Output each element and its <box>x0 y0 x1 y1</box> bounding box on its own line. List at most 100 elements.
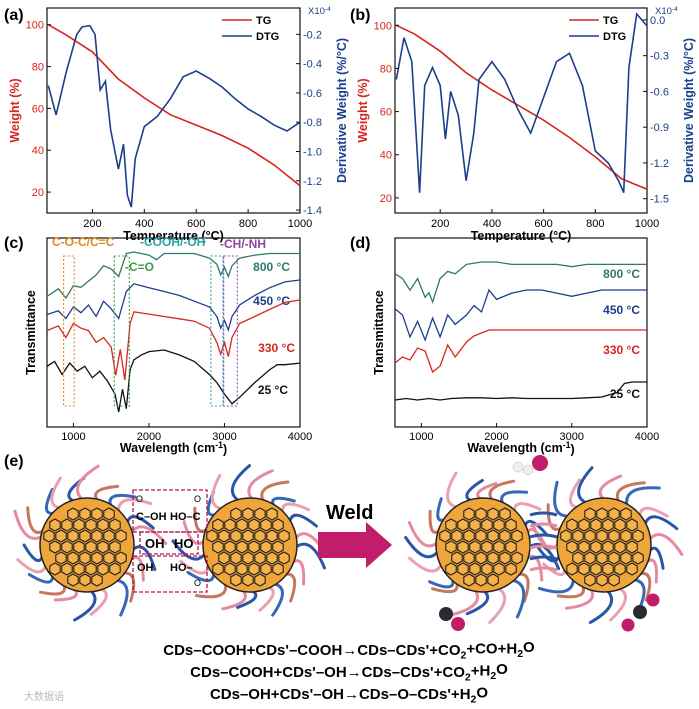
hex-cell <box>578 540 590 554</box>
y-axis-label: Transmittance <box>372 290 386 375</box>
hex-cell <box>230 507 242 521</box>
hex-cell <box>49 518 61 532</box>
hex-cell <box>457 562 469 576</box>
ligand-chain <box>288 513 318 528</box>
group-label-ho: HO <box>174 536 194 551</box>
hex-cell <box>602 540 614 554</box>
annotation-chnh: -CH/-NH <box>220 237 266 251</box>
hex-cell <box>272 540 284 554</box>
ligand-chain <box>27 573 55 584</box>
plot-frame <box>394 237 648 428</box>
hex-cell <box>236 562 248 576</box>
ligand-chain <box>404 536 439 559</box>
hex-cell <box>572 529 584 543</box>
welded-link <box>529 511 558 517</box>
ligand-chain <box>476 481 498 501</box>
ligand-chain <box>625 486 661 507</box>
ligand-chain <box>26 506 45 534</box>
y2-tick-label: 0.0 <box>650 15 665 27</box>
x-tick-label: 600 <box>187 218 205 230</box>
ligand-chain <box>588 589 613 624</box>
schematic-panel-e: O O C–OH HO–C OH HO OH HO– O Weld CDs–CO… <box>13 455 684 706</box>
x-tick-label: 2000 <box>137 431 161 443</box>
ligand-chain <box>39 583 67 596</box>
ligand-chain <box>116 498 153 513</box>
hex-cell <box>55 551 67 565</box>
ligand-chain <box>648 533 684 556</box>
ligand-chain <box>182 520 206 546</box>
y-tick-label: 100 <box>374 20 392 32</box>
hex-cell <box>487 507 499 521</box>
group-label-ho-c: HO–C <box>170 511 201 523</box>
hex-cell <box>103 529 115 543</box>
chart-d: 800 °C 450 °C 330 °C 25 °C 1000 2000 3000 4000 W… <box>372 237 659 457</box>
y2-axis-label: Derivative Weight (%/°C) <box>335 38 349 183</box>
ligand-chain <box>271 582 284 617</box>
y2-tick-label: -0.4 <box>303 59 322 71</box>
group-label-ho-2: HO– <box>170 562 193 574</box>
hex-cell <box>463 551 475 565</box>
group-label-oh-2: OH <box>137 562 154 574</box>
hex-cell <box>272 562 284 576</box>
hex-cell <box>236 518 248 532</box>
hex-cell <box>230 573 242 587</box>
hex-cell <box>248 540 260 554</box>
ligand-chain <box>121 571 136 603</box>
plot-frame <box>46 237 301 428</box>
hex-cell <box>61 540 73 554</box>
hex-cell <box>566 518 578 532</box>
ligand-chain <box>446 471 459 509</box>
hex-cell <box>242 551 254 565</box>
x-tick-label: 400 <box>135 218 153 230</box>
hex-cell <box>584 507 596 521</box>
hex-cell <box>73 562 85 576</box>
hex-cell <box>254 551 266 565</box>
hex-cell <box>463 573 475 587</box>
hex-cell <box>248 518 260 532</box>
ligand-chain <box>194 582 228 599</box>
weld-arrow <box>318 522 392 568</box>
ligand-chain <box>210 474 224 511</box>
ligand-chain <box>280 502 311 514</box>
group-mark-2: O <box>194 494 201 504</box>
hex-cell <box>206 529 218 543</box>
carbon-dot-1 <box>13 464 168 622</box>
series-line-450c <box>46 279 301 333</box>
ligand-chain <box>179 559 211 575</box>
annotation-co: -C=O <box>125 260 154 274</box>
ligand-chain <box>568 478 582 509</box>
hex-cell <box>608 529 620 543</box>
series-label-330c: 330 °C <box>258 341 295 355</box>
y-axis-label: Transmittance <box>24 290 38 375</box>
y2-tick-label: -1.0 <box>303 147 322 159</box>
legend-label-tg: TG <box>603 15 618 27</box>
x-tick-label: 800 <box>586 218 604 230</box>
hex-cell <box>626 562 638 576</box>
ligand-chain <box>436 497 447 522</box>
co2-molecule <box>621 593 660 632</box>
hex-cell <box>109 540 121 554</box>
group-label-c-oh: C–OH <box>136 511 167 523</box>
y-tick-label: 20 <box>380 193 392 205</box>
ligand-chain <box>428 578 455 589</box>
series-label-330c: 330 °C <box>603 343 640 357</box>
hex-cell <box>224 518 236 532</box>
y-axis-label: Weight (%) <box>8 78 22 142</box>
ligand-chain <box>129 525 168 545</box>
y2-tick-label: -0.6 <box>303 88 322 100</box>
hex-cell <box>499 551 511 565</box>
ligand-chain <box>537 577 575 594</box>
hex-cell <box>67 551 79 565</box>
hex-cell <box>499 529 511 543</box>
hex-cell <box>608 573 620 587</box>
hex-cell <box>584 573 596 587</box>
hex-cell <box>97 540 109 554</box>
x-axis-label: Temperature (°C) <box>471 229 572 243</box>
ligand-chain <box>513 502 542 514</box>
series-line-330c <box>394 329 647 374</box>
hex-cell <box>103 507 115 521</box>
ligand-chain <box>450 588 479 617</box>
y2-tick-label: -1.2 <box>303 176 322 188</box>
hex-cell <box>266 529 278 543</box>
